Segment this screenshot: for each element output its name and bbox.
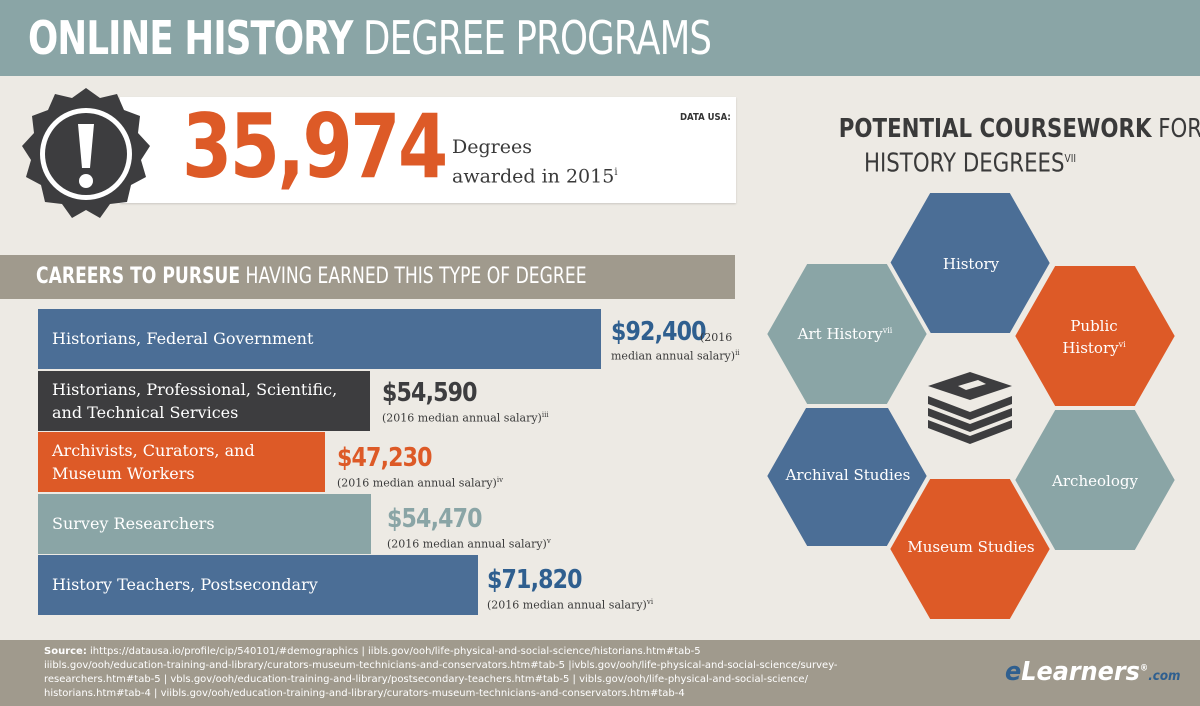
data-usa-tag: DATA USA: bbox=[680, 112, 731, 123]
career-bar: Archivists, Curators, and Museum Workers bbox=[38, 432, 325, 492]
stat-card bbox=[120, 97, 736, 203]
career-salary: $71,820 bbox=[487, 565, 583, 595]
career-salary: $54,590 bbox=[382, 378, 478, 408]
career-bar: Historians, Professional, Scientific, an… bbox=[38, 371, 370, 431]
hex-label: Art Historyvii bbox=[797, 325, 893, 343]
sources-text: Source: ihttps://datausa.io/profile/cip/… bbox=[44, 646, 838, 699]
career-salary: $47,230 bbox=[337, 443, 433, 473]
career-bar: History Teachers, Postsecondary bbox=[38, 555, 478, 615]
hex-label: Museum Studies bbox=[907, 538, 1034, 556]
hex-label: Public bbox=[1070, 317, 1117, 335]
hex-art-history bbox=[762, 260, 932, 408]
career-salary-note: (2016 median annual salary)iv bbox=[337, 476, 504, 490]
careers-banner bbox=[0, 255, 735, 299]
coursework-title: POTENTIAL COURSEWORK FOR HISTORY DEGREESV… bbox=[838, 114, 1200, 179]
career-salary-note: median annual salary)ii bbox=[611, 349, 740, 363]
hex-label: History bbox=[943, 255, 1000, 273]
title-banner bbox=[0, 0, 1200, 76]
career-salary: $92,400 bbox=[611, 317, 707, 347]
degrees-label: Degrees awarded in 2015i bbox=[452, 136, 618, 188]
career-salary: $54,470 bbox=[387, 504, 483, 534]
degrees-count: 35,974 bbox=[182, 95, 448, 198]
page-title: ONLINE HISTORY DEGREE PROGRAMS bbox=[28, 11, 712, 65]
exclamation-badge-icon bbox=[22, 88, 150, 218]
careers-heading: CAREERS TO PURSUE HAVING EARNED THIS TYP… bbox=[36, 264, 587, 289]
career-salary-note: (2016 median annual salary)vi bbox=[487, 598, 654, 612]
footer-banner bbox=[0, 640, 1200, 706]
career-bar: Survey Researchers bbox=[38, 494, 371, 554]
hex-label: Historyvi bbox=[1062, 339, 1126, 357]
elearners-logo: eLearners®.com bbox=[1005, 657, 1181, 687]
career-salary-note: (2016 median annual salary)v bbox=[387, 537, 551, 551]
career-bar: Historians, Federal Government bbox=[38, 309, 601, 369]
career-salary-note: (2016 median annual salary)iii bbox=[382, 411, 549, 425]
books-icon bbox=[928, 372, 1012, 444]
career-salary-note: (2016 bbox=[700, 331, 733, 344]
hex-label: Archeology bbox=[1051, 472, 1138, 490]
hex-label: Archival Studies bbox=[785, 466, 911, 484]
